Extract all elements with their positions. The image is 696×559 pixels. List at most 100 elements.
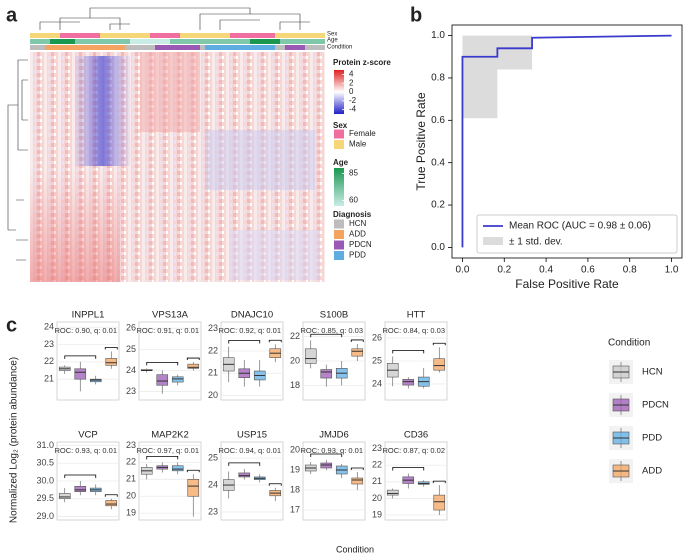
legend-label: PDD [349,251,366,260]
legend-swatch [334,140,344,149]
panel-title: JMJD6 [319,430,349,441]
x-tick-label: 1.0 [665,265,679,276]
box [187,479,200,497]
legend-title: Diagnosis [333,210,372,219]
y-tick-label: 23 [208,506,218,516]
y-tick-label: 0.8 [431,73,445,84]
roc-annotation: ROC: 0.90, q: 0.01 [54,326,117,335]
legend-label: PDD [642,433,662,444]
bracket [146,361,179,366]
y-tick-label: 23 [126,440,136,450]
bracket [432,480,446,484]
plot-bg [138,321,202,401]
y-tick-label: 24 [44,322,54,332]
y-tick-label: 21 [126,474,136,484]
roc-annotation: ROC: 0.91, q: 0.01 [136,326,199,335]
box [58,493,71,500]
box [105,358,118,366]
y-tick-label: 19 [290,464,300,474]
legend-swatch [483,237,503,245]
panel-title: VCP [78,430,98,441]
bracket [392,467,425,471]
legend-swatch [334,240,344,250]
legend-box [476,214,678,254]
colorbar-tick-label: 2 [349,78,354,87]
box [74,486,87,492]
y-tick-label: 0.6 [431,115,445,126]
legend-label: ADD [642,466,662,477]
y-tick-label: 0.0 [431,242,445,253]
bracket [228,340,261,344]
legend-label: Female [349,129,376,138]
y-tick-label: 19 [126,508,136,518]
y-tick-label: 21 [44,374,54,384]
y-tick-label: 23 [208,323,218,333]
panel-title: S100B [320,310,349,321]
panel-label: a [6,4,18,26]
dendrogram [7,7,310,261]
y-tick-label: 21 [372,476,382,486]
box [320,369,333,379]
legend-title: Age [333,158,349,167]
annotation-label: Condition [327,45,352,51]
bracket [228,462,261,466]
legend-title: Protein z-score [333,58,391,67]
box [386,489,399,496]
y-tick-label: 17 [290,504,300,514]
box [304,348,317,364]
box [433,494,446,511]
panel-title: VPS13A [152,310,189,321]
box [187,363,200,369]
annotation-label: Age [327,38,338,44]
panel-label: c [6,314,17,336]
box [171,465,184,472]
legend-title: Condition [608,338,650,349]
y-tick-label: 23 [372,443,382,453]
y-tick-label: 22 [372,460,382,470]
roc-annotation: ROC: 0.87, q: 0.02 [382,446,445,455]
box [105,500,118,507]
y-tick-label: 24 [372,378,382,388]
bracket [64,355,97,359]
colorbar-tick-label: 60 [349,196,358,205]
legend-label: PDCN [642,400,669,411]
annotation-label: Sex [327,32,337,38]
box [351,348,364,357]
legend-swatch [334,219,344,229]
legend-swatch [334,251,344,260]
roc-annotation: ROC: 0.84, q: 0.03 [382,326,445,335]
y-tick-label: 1.0 [431,30,445,41]
y-tick-label: 23 [44,339,54,349]
colorbar [334,168,344,206]
bracket [146,455,179,460]
legend-swatch [334,129,344,139]
panel-title: CD36 [404,430,428,441]
y-tick-label: 24 [208,479,218,489]
x-axis-label: Condition [336,544,374,554]
y-tick-label: 20 [290,444,300,454]
legend-label: PDCN [349,240,372,249]
y-tick-label: 30.5 [36,458,54,468]
box [171,376,184,383]
panel-label: b [410,4,422,26]
bracket [64,474,97,478]
roc-annotation: ROC: 0.93, q: 0.01 [300,446,363,455]
y-tick-label: 22 [126,457,136,467]
legend-label: Male [349,140,367,149]
bracket [186,469,200,473]
y-tick-label: 20 [372,493,382,503]
roc-annotation: ROC: 0.97, q: 0.01 [136,446,199,455]
legend-title: Sex [333,121,348,130]
y-tick-label: 31.0 [36,440,54,450]
x-tick-label: 0.0 [456,265,470,276]
box [433,358,446,371]
box [351,477,364,485]
y-tick-label: 20 [126,491,136,501]
bracket [310,453,343,457]
y-tick-label: 18 [290,380,300,390]
y-tick-label: 29.5 [36,493,54,503]
roc-annotation: ROC: 0.92, q: 0.01 [218,326,281,335]
y-tick-label: 0.4 [431,157,445,168]
plot-frame [451,24,683,259]
